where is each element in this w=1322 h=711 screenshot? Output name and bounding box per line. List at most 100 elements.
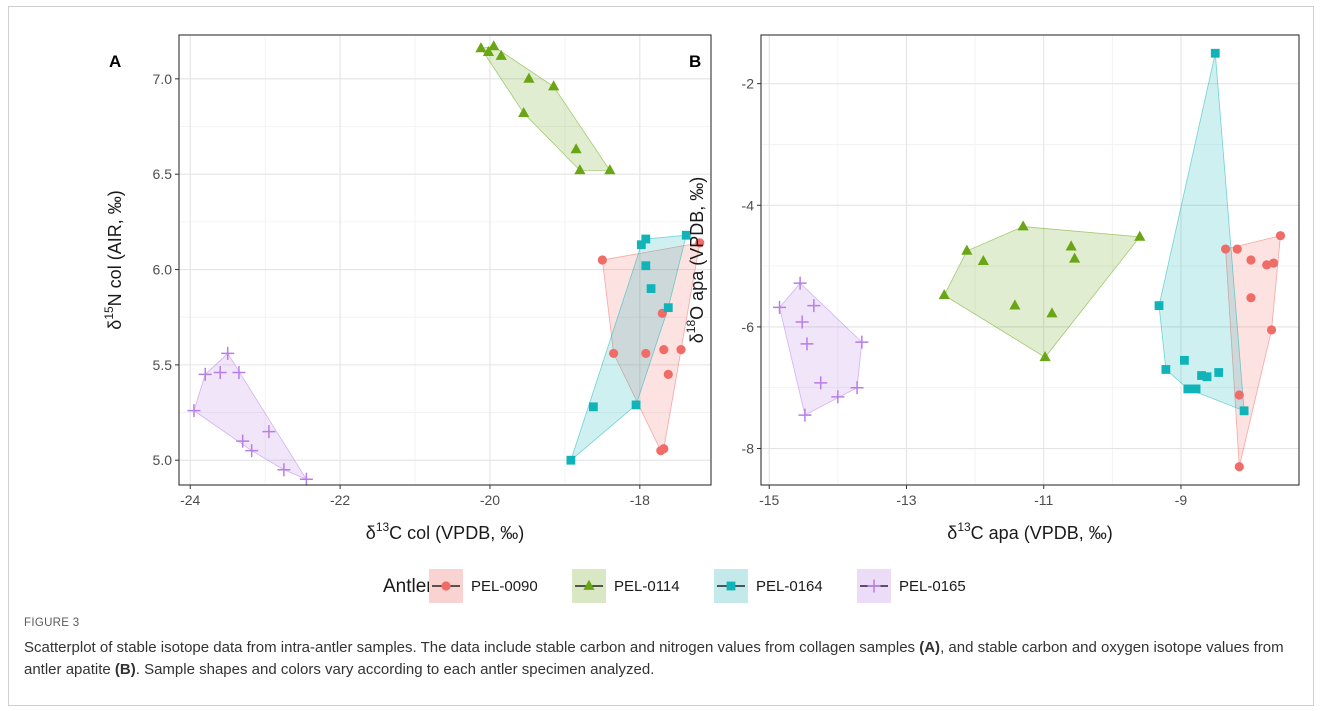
data-point (773, 300, 787, 314)
x-axis-label-sup: 13 (957, 520, 971, 534)
legend-entry-label: PEL-0165 (899, 578, 966, 595)
series-pel-0090 (597, 238, 705, 456)
tick-label-x: -11 (1034, 492, 1053, 508)
data-point (663, 303, 673, 313)
hull-pel-0165 (779, 282, 863, 416)
data-point (659, 345, 669, 355)
x-axis-label-sup: 13 (376, 520, 390, 534)
plot-background (179, 35, 711, 485)
series-pel-0164 (566, 230, 691, 465)
data-point (1017, 220, 1029, 231)
data-point (198, 367, 212, 381)
data-point (187, 404, 201, 418)
data-point (1266, 325, 1277, 335)
tick-label-x: -13 (896, 492, 916, 508)
tick-label-y: -4 (742, 197, 755, 213)
tick-label-x: -18 (630, 492, 650, 508)
data-point (482, 45, 495, 57)
data-point (850, 381, 864, 395)
data-point (523, 72, 535, 83)
data-point (1197, 371, 1206, 380)
legend-title: Antler (383, 576, 433, 597)
hull-pel-0164 (1158, 53, 1245, 412)
legend-key-symbol (726, 581, 736, 591)
data-point (663, 369, 673, 380)
data-point (548, 80, 560, 91)
data-point (488, 40, 500, 51)
legend-key-symbol (867, 579, 881, 593)
data-point (793, 276, 807, 290)
data-point (1065, 240, 1077, 251)
data-point (262, 425, 276, 439)
data-point (1234, 390, 1244, 400)
data-point (1154, 301, 1164, 311)
data-point (807, 299, 821, 313)
plot-border (178, 34, 712, 486)
data-point (1039, 351, 1051, 362)
data-point (641, 348, 651, 359)
legend-entry-pel-0090: PEL-0090 (429, 569, 538, 603)
data-point (1069, 252, 1081, 263)
data-point (961, 244, 973, 255)
data-point (570, 143, 582, 154)
x-axis-label-post: C apa (VPDB, ‰) (971, 523, 1113, 543)
legend-entry-label: PEL-0114 (614, 578, 680, 595)
data-point (1191, 384, 1201, 394)
y-axis-label-pre: δ (687, 333, 707, 343)
data-point (1183, 384, 1193, 394)
panel-letter: A (109, 52, 121, 71)
data-point (676, 345, 686, 355)
data-point (1275, 231, 1286, 241)
data-point (641, 234, 651, 244)
legend-entry-label: PEL-0090 (471, 578, 538, 595)
legend-entry-pel-0164: PEL-0164 (714, 569, 823, 603)
data-point (245, 444, 259, 458)
caption-panel-ref: (A) (919, 639, 941, 656)
tick-label-x: -22 (330, 492, 350, 508)
data-point (475, 42, 487, 53)
tick-label-y: 6.5 (153, 166, 173, 182)
x-axis-label: δ13C apa (VPDB, ‰) (947, 520, 1112, 543)
x-axis-label-pre: δ (947, 523, 957, 543)
tick-label-y: -6 (742, 319, 755, 335)
data-point (1210, 48, 1220, 58)
series-pel-0114 (475, 40, 616, 175)
caption-text-part: . Sample shapes and colors vary accordin… (135, 661, 655, 678)
tick-label-y: 6.0 (153, 262, 173, 278)
data-point (646, 284, 656, 294)
data-point (1239, 406, 1249, 416)
tick-label-x: -9 (1175, 492, 1188, 508)
figure-label: FIGURE 3 (24, 617, 80, 629)
data-point (1202, 372, 1212, 382)
y-axis-label-post: N col (AIR, ‰) (105, 190, 125, 306)
data-point (1180, 355, 1189, 365)
tick-label-y: -8 (742, 441, 755, 457)
y-axis-label-pre: δ (105, 320, 125, 330)
data-point (795, 315, 809, 329)
plot-border (760, 34, 1300, 486)
data-point (495, 49, 507, 60)
y-axis-label-sup: 15 (102, 306, 116, 320)
data-point (681, 230, 691, 240)
tick-label-y: 5.5 (153, 357, 173, 373)
series-pel-0165 (773, 276, 869, 422)
data-point (221, 346, 235, 360)
data-point (800, 337, 814, 351)
data-point (1269, 258, 1279, 268)
data-point (236, 434, 250, 448)
figure-caption: Scatterplot of stable isotope data from … (24, 637, 1294, 681)
data-point (1246, 255, 1256, 265)
legend-entry-pel-0114: PEL-0114 (572, 569, 680, 603)
tick-label-x: -15 (759, 492, 779, 508)
data-point (636, 240, 646, 250)
data-point (814, 376, 828, 390)
data-point (659, 444, 669, 454)
legend-entry-label: PEL-0164 (756, 578, 823, 595)
caption-text-part: Scatterplot of stable isotope data from … (24, 639, 920, 656)
data-point (1214, 368, 1224, 377)
caption-text-part: , and stable carbon and oxygen isotope v… (24, 639, 1284, 678)
hull-pel-0114 (943, 226, 1141, 358)
y-axis-label: δ18O apa (VPDB, ‰) (684, 177, 707, 343)
